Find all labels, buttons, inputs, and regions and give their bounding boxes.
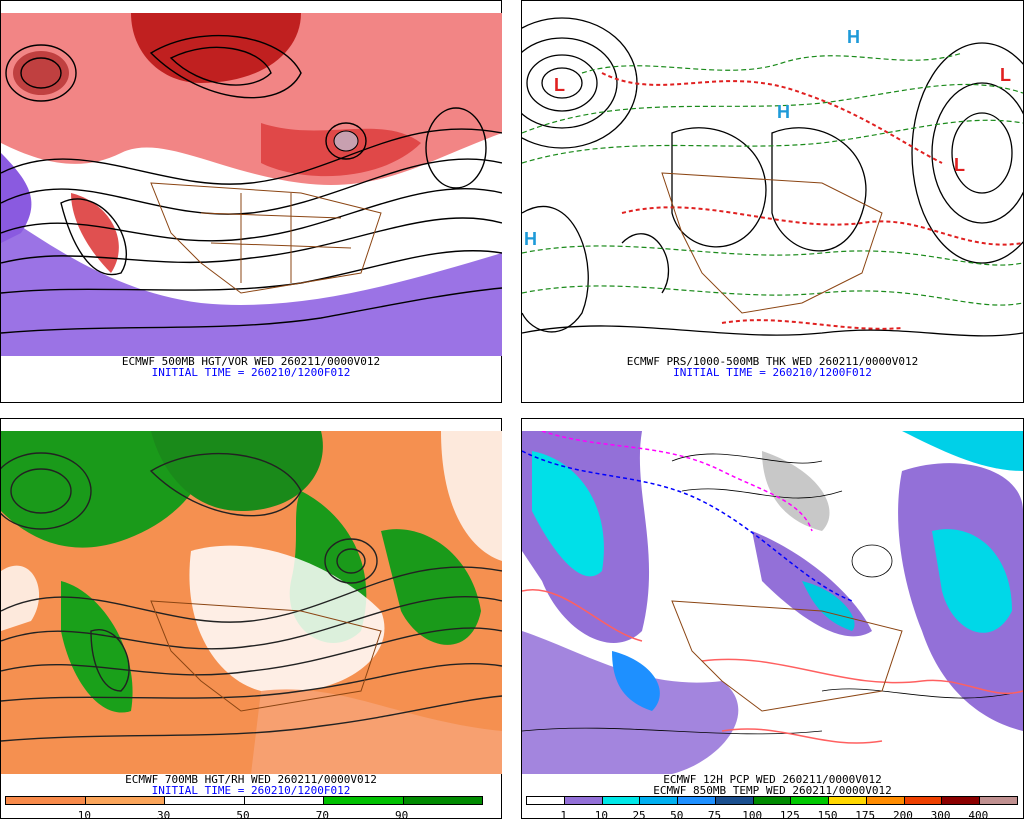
panel-500mb-height-vorticity: ECMWF 500MB HGT/VOR WED 260211/0000V012 …	[0, 0, 502, 403]
panel-title: ECMWF 700MB HGT/RH WED 260211/0000V012	[125, 773, 377, 786]
colorbar-swatch	[403, 797, 482, 804]
panel-title: ECMWF PRS/1000-500MB THK WED 260211/0000…	[626, 355, 919, 368]
low-pressure-center: L	[954, 155, 965, 175]
panel-subtitle: ECMWF 850MB TEMP WED 260211/0000V012	[653, 784, 892, 797]
colorbar-label: 400	[968, 809, 989, 822]
panel-700mb-height-rh: ECMWF 700MB HGT/RH WED 260211/0000V012 I…	[0, 418, 502, 822]
panel-title: ECMWF 12H PCP WED 260211/0000V012	[663, 773, 882, 786]
colorbar-label: 1	[560, 809, 567, 822]
colorbar-swatch	[942, 797, 981, 804]
colorbar-swatch	[6, 797, 86, 804]
colorbar-label: 10	[77, 809, 91, 822]
rh-colorbar-labels: 10 30 50 70 90	[5, 809, 481, 822]
colorbar-swatch	[640, 797, 679, 804]
colorbar-label: 75	[707, 809, 722, 822]
map-700mb	[1, 431, 502, 774]
colorbar-swatch	[980, 797, 1017, 804]
panel-precip-850mb-temp: ECMWF 12H PCP WED 260211/0000V012 ECMWF …	[521, 418, 1024, 822]
colorbar-label: 300	[930, 809, 951, 822]
rh-colorbar	[5, 796, 483, 805]
colorbar-swatch	[904, 797, 943, 804]
low-pressure-center: L	[554, 75, 565, 95]
precip-colorbar	[526, 796, 1018, 805]
colorbar-swatch	[715, 797, 754, 804]
colorbar-swatch	[678, 797, 716, 804]
colorbar-swatch	[866, 797, 905, 804]
colorbar-label: 125	[779, 809, 800, 822]
panel-title: ECMWF 500MB HGT/VOR WED 260211/0000V012	[121, 355, 381, 368]
low-pressure-center: L	[1000, 65, 1011, 85]
vorticity-map	[1, 13, 502, 356]
colorbar-swatch	[564, 797, 603, 804]
map-precip	[522, 431, 1023, 774]
colorbar-label: 25	[632, 809, 646, 822]
colorbar-swatch	[85, 797, 165, 804]
colorbar-swatch	[244, 797, 324, 804]
colorbar-swatch	[602, 797, 641, 804]
colorbar-swatch	[829, 797, 867, 804]
colorbar-label: 200	[892, 809, 913, 822]
map-500mb	[1, 13, 502, 356]
high-pressure-center: H	[777, 102, 790, 122]
initial-time: INITIAL TIME = 260210/1200F012	[151, 784, 351, 797]
colorbar-label: 90	[395, 809, 409, 822]
colorbar-label: 50	[670, 809, 684, 822]
colorbar-label: 70	[315, 809, 329, 822]
initial-time: INITIAL TIME = 260210/1200F012	[673, 366, 872, 379]
initial-time: INITIAL TIME = 260210/1200F012	[151, 366, 351, 379]
colorbar-label: 50	[236, 809, 250, 822]
colorbar-swatch	[165, 797, 245, 804]
pressure-map: H H H L L L	[522, 13, 1023, 356]
colorbar-label: 10	[594, 809, 608, 822]
precip-map	[522, 431, 1023, 774]
colorbar-label: 30	[157, 809, 171, 822]
high-pressure-center: H	[847, 27, 860, 47]
colorbar-label: 100	[742, 809, 763, 822]
rh-map	[1, 431, 502, 774]
colorbar-label: 150	[817, 809, 838, 822]
colorbar-swatch	[753, 797, 792, 804]
map-pressure: H H H L L L	[522, 13, 1023, 356]
colorbar-label: 175	[855, 809, 876, 822]
precip-colorbar-labels: 1 10 25 50 75 100 125 150 175 200 300 400	[526, 809, 1016, 822]
colorbar-swatch	[324, 797, 404, 804]
panel-pressure-thickness: H H H L L L ECMWF PRS/1000-500MB THK WED…	[521, 0, 1024, 403]
colorbar-swatch	[527, 797, 565, 804]
high-pressure-center: H	[524, 229, 537, 249]
colorbar-swatch	[791, 797, 830, 804]
